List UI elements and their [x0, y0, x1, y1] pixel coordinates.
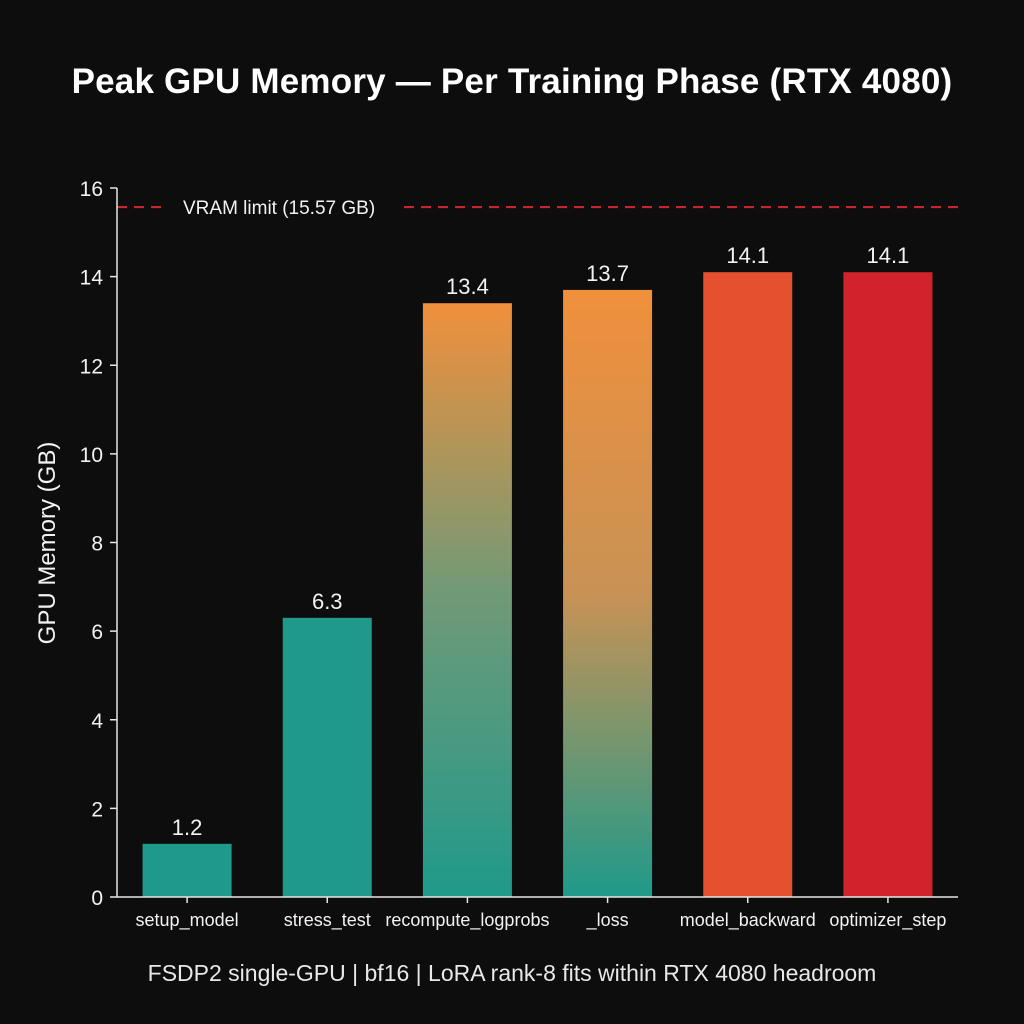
y-tick-label-4: 4: [91, 710, 103, 733]
x-tick-label-setup_model: setup_model: [136, 910, 239, 931]
reference-line-group: VRAM limit (15.57 GB): [117, 198, 958, 219]
x-tick-label-recompute_logprobs: recompute_logprobs: [385, 910, 549, 931]
reference-line-label: VRAM limit (15.57 GB): [183, 198, 375, 219]
y-tick-label-10: 10: [80, 444, 103, 467]
y-tick-label-6: 6: [91, 621, 103, 644]
labels-group: 1.2 setup_model 6.3 stress_test 13.4 recomput…: [34, 178, 946, 931]
bar-recompute_logprobs: [422, 303, 512, 897]
bar-setup_model: [142, 843, 232, 897]
value-label-model_backward: 14.1: [726, 243, 769, 268]
y-axis-label: GPU Memory (GB): [34, 442, 61, 645]
bars-group: [142, 272, 933, 898]
value-label-recompute_logprobs: 13.4: [446, 274, 489, 299]
y-tick-label-16: 16: [80, 178, 103, 201]
y-tick-label-8: 8: [91, 533, 103, 556]
value-label-_loss: 13.7: [586, 261, 629, 286]
value-label-stress_test: 6.3: [312, 589, 343, 614]
y-tick-label-0: 0: [91, 887, 103, 910]
x-tick-label-optimizer_step: optimizer_step: [829, 910, 946, 931]
y-tick-label-14: 14: [80, 267, 104, 290]
value-label-setup_model: 1.2: [172, 815, 203, 840]
bar-_loss: [563, 289, 653, 897]
x-tick-label-stress_test: stress_test: [284, 910, 371, 931]
axes-group: [110, 187, 958, 903]
chart-title: Peak GPU Memory — Per Training Phase (RT…: [71, 62, 953, 101]
x-tick-label-model_backward: model_backward: [680, 910, 816, 931]
y-tick-label-12: 12: [80, 355, 103, 378]
bar-optimizer_step: [843, 272, 933, 898]
bar-model_backward: [703, 272, 793, 898]
bar-stress_test: [282, 617, 372, 897]
y-tick-label-2: 2: [91, 798, 103, 821]
value-label-optimizer_step: 14.1: [867, 243, 910, 268]
chart-subtitle: FSDP2 single-GPU | bf16 | LoRA rank-8 fi…: [147, 960, 877, 986]
x-tick-label-_loss: _loss: [586, 910, 629, 931]
